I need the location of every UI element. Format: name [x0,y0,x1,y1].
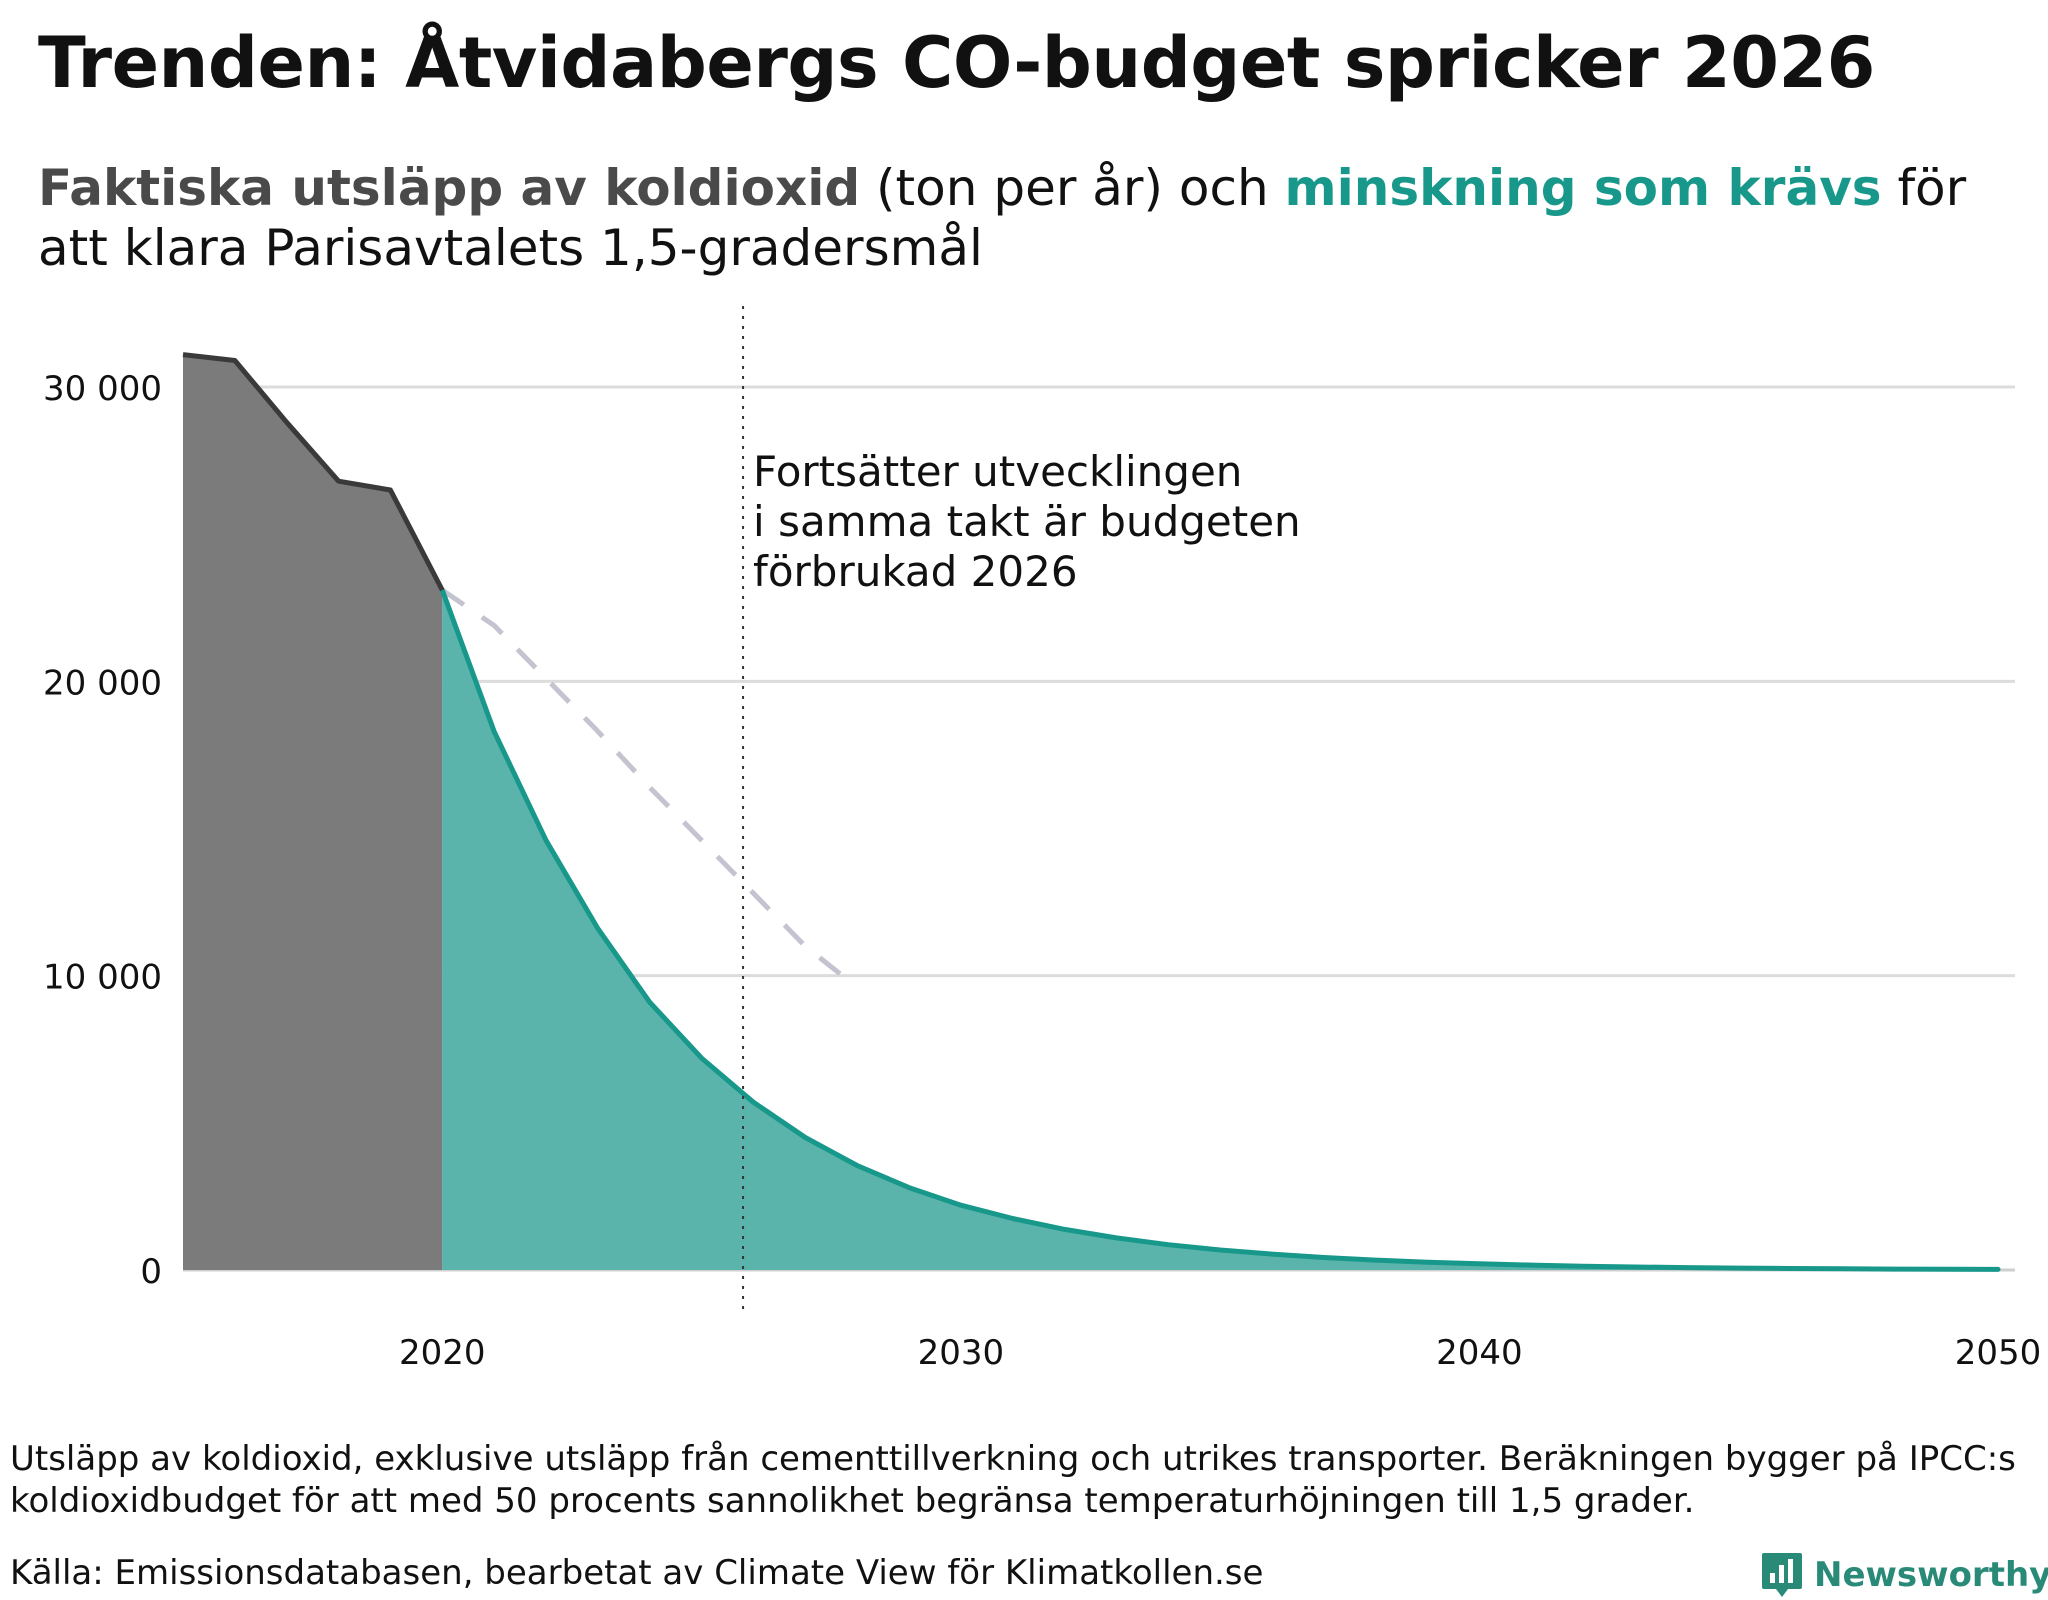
x-tick-label: 2040 [1436,1333,1523,1373]
footnote: Utsläpp av koldioxid, exklusive utsläpp … [10,1439,2016,1521]
area-layer [183,354,1998,1271]
subtitle-actual-emissions: Faktiska utsläpp av koldioxid [38,159,861,217]
y-tick-label: 10 000 [43,958,162,998]
x-tick-label: 2030 [918,1333,1005,1373]
trend-dashed-line [440,588,859,990]
chart-title: Trenden: Åtvidabergs CO-budget spricker … [38,22,1875,104]
y-tick-label: 30 000 [43,369,162,409]
emissions-chart: 0 10 000 20 000 30 000 2020 2030 2040 2050 For… [43,306,2041,1373]
source-credit: Källa: Emissionsdatabasen, bearbetat av … [10,1553,1264,1593]
subtitle-goal-text: för att klara Parisavtalets 1,5-gradersm… [38,159,1967,277]
y-tick-label: 0 [140,1252,162,1292]
line-layer [182,352,2001,1272]
y-axis: 0 10 000 20 000 30 000 [43,369,162,1292]
annotation-text-line: i samma takt är budgeten [753,497,1301,546]
required-reduction-area [442,590,1998,1270]
annotation-text-line: Fortsätter utvecklingen [753,447,1242,496]
chart-subtitle: Faktiska utsläpp av koldioxid (ton per å… [38,158,2028,278]
actual-emissions-area [183,354,443,1271]
x-tick-label: 2050 [1955,1333,2042,1373]
x-axis: 2020 2030 2040 2050 [399,1333,2041,1373]
required-reduction-line [439,587,2001,1272]
subtitle-unit-text: (ton per år) och [860,159,1285,217]
annotation-text-line: förbrukad 2026 [753,547,1078,596]
actual-emissions-line [182,352,445,592]
y-tick-label: 20 000 [43,663,162,703]
newsworthy-logo: Newsworthy [1760,1550,2048,1600]
x-tick-label: 2020 [399,1333,486,1373]
subtitle-required-reduction: minskning som krävs [1284,159,1882,217]
newsworthy-logo-icon [1762,1553,1802,1597]
newsworthy-logo-text: Newsworthy [1814,1555,2048,1595]
